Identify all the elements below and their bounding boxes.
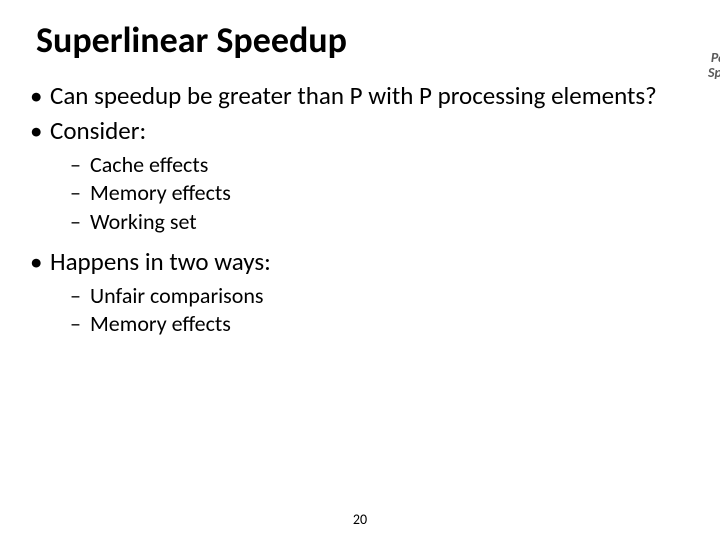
sub-2-1: Unfair comparisons	[50, 282, 688, 311]
bullet-1: Can speedup be greater than P with P pro…	[28, 80, 688, 111]
bullet-list: Can speedup be greater than P with P pro…	[28, 80, 688, 111]
slide-title: Superlinear Speedup	[36, 18, 692, 62]
text-column: Can speedup be greater than P with P pro…	[28, 80, 696, 349]
sub-1-2: Memory effects	[50, 179, 688, 208]
sub-list-1: Cache effects Memory effects Working set	[50, 151, 688, 237]
page-number: 20	[353, 511, 367, 528]
sub-1-1: Cache effects	[50, 151, 688, 180]
slide: Superlinear Speedup Can speedup be great…	[0, 0, 720, 540]
bullet-list-2: Consider: Cache effects Memory effects W…	[28, 115, 688, 338]
chart-svg	[696, 50, 720, 360]
bullet-2-text: Consider:	[50, 115, 146, 146]
content-row: Can speedup be greater than P with P pro…	[28, 80, 692, 349]
bullet-2: Consider: Cache effects Memory effects W…	[28, 115, 688, 236]
sub-list-2: Unfair comparisons Memory effects	[50, 282, 688, 339]
sub-2-2: Memory effects	[50, 310, 688, 339]
bullet-3: Happens in two ways: Unfair comparisons …	[28, 246, 688, 338]
speedup-chart: ParallelSpeedup	[696, 50, 720, 360]
sub-1-3: Working set	[50, 208, 688, 237]
y-axis-label: ParallelSpeedup	[708, 50, 720, 81]
bullet-3-text: Happens in two ways:	[50, 246, 271, 277]
